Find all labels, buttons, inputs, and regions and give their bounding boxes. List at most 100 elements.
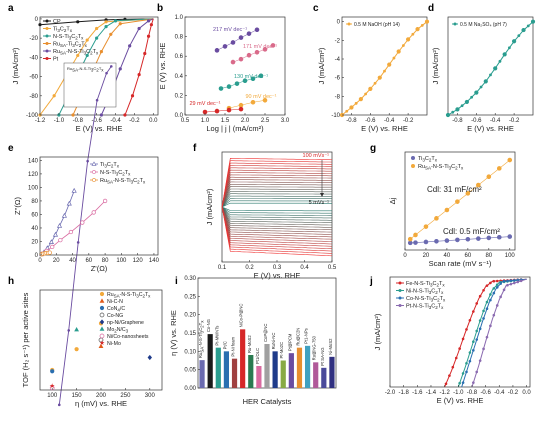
y-tick-label: 0.6 — [175, 54, 184, 60]
x-axis-label: Z'(Ω) — [91, 264, 108, 273]
legend-marker — [99, 291, 105, 297]
x-tick-label: -1.2 — [35, 118, 46, 124]
x-tick-label: 60 — [85, 258, 92, 264]
x-tick-label: -0.6 — [365, 118, 376, 124]
series-point — [468, 359, 472, 363]
x-tick-label: 40 — [444, 253, 451, 259]
series-point — [364, 92, 368, 96]
series-point — [498, 59, 502, 63]
series-point — [485, 335, 489, 339]
legend-label: N-S-Ti3C2Tx — [53, 34, 84, 41]
inset-series-point — [95, 98, 99, 102]
cdl-annotation: Cdl: 0.5 mF/cm² — [443, 227, 500, 236]
series-point — [507, 234, 513, 239]
bar-label: Pt SA-NG — [320, 347, 325, 365]
series-point — [238, 35, 244, 40]
x-tick-label: 100 — [47, 393, 58, 399]
x-tick-label: -1.0 — [453, 390, 464, 396]
series-point — [526, 24, 530, 28]
series-point — [478, 294, 482, 298]
y-axis-label: J (mA/cm²) — [317, 47, 326, 84]
series-point — [250, 99, 256, 105]
series-point — [475, 370, 479, 374]
x-tick-label: -0.8 — [452, 118, 463, 124]
arrow-head — [320, 193, 324, 197]
series-point — [146, 19, 151, 23]
series-point — [234, 81, 240, 86]
bar-label: Ru@NG-750 — [312, 335, 317, 360]
legend-label: Ni/Co-nanosheets — [107, 334, 149, 340]
series-point — [377, 75, 382, 80]
cv-curve-cathodic — [221, 206, 333, 252]
bar-label: RuSA-N-S-Ti3C2Tx — [198, 320, 205, 358]
x-tick-label: 0.4 — [300, 265, 309, 271]
series-point — [413, 240, 418, 245]
y-tick-label: 20 — [31, 239, 38, 245]
series-point — [465, 236, 471, 242]
cv-curve-cathodic — [221, 206, 333, 249]
cv-curve-anodic — [221, 162, 333, 208]
series-point — [451, 110, 455, 114]
legend-label: Ti3C2Tx — [100, 162, 120, 169]
bar-label: Co-NG — [206, 319, 211, 332]
x-tick-label: -0.6 — [91, 118, 102, 124]
bar — [248, 355, 254, 388]
legend-label: np-Ni/Graphene — [107, 320, 144, 326]
series-point — [468, 318, 472, 322]
y-tick-label: 0 — [337, 20, 341, 26]
cv-curve-cathodic — [221, 206, 333, 223]
cv-curve-cathodic — [221, 206, 333, 257]
cv-curve-anodic — [221, 202, 332, 208]
series-point — [407, 236, 413, 242]
series-point — [465, 361, 468, 365]
panel-letter-b: b — [157, 3, 163, 14]
series-point — [226, 84, 232, 89]
series-point — [415, 27, 420, 32]
series-point — [238, 102, 244, 108]
series-point — [502, 52, 507, 57]
legend-marker — [411, 156, 415, 160]
series-point — [444, 238, 450, 243]
x-tick-label: 150 — [72, 393, 83, 399]
series-point — [483, 79, 488, 84]
x-tick-label: -0.2 — [509, 118, 520, 124]
cv-curve-anodic — [221, 176, 332, 208]
series-point — [478, 359, 482, 362]
series-point — [461, 372, 465, 375]
bar — [329, 356, 335, 388]
y-tick-label: -10 — [331, 113, 340, 119]
series-point — [512, 39, 517, 44]
panel-j-frame — [389, 276, 531, 388]
legend-label: Mo2N/C3 — [107, 327, 129, 334]
y-axis-label: TOF (H₂ s⁻¹) per active sites — [21, 292, 30, 387]
bar — [264, 344, 270, 388]
tafel-slope-label: 217 mV dec⁻¹ — [213, 27, 247, 33]
cv-curve-cathodic — [221, 206, 332, 233]
series-point — [495, 279, 499, 283]
bar-label: Pt-Ni foam — [231, 336, 236, 356]
series-point — [448, 374, 451, 377]
y-tick-label: 60 — [31, 212, 38, 218]
x-tick-label: 2.5 — [261, 118, 270, 124]
series-point — [66, 200, 72, 206]
x-axis-label: E (V) vs. RHE — [361, 124, 408, 133]
x-tick-label: -1.6 — [412, 390, 423, 396]
series-point — [146, 34, 151, 38]
x-tick-label: -0.8 — [467, 390, 478, 396]
legend-marker — [91, 161, 97, 166]
legend-marker — [45, 49, 49, 53]
bar-label: CoP@NC — [263, 324, 268, 342]
panel-letter-c: c — [313, 3, 319, 14]
series-point — [230, 59, 236, 65]
bar-label: RuNi-NC — [271, 333, 276, 350]
x-axis-label: E (V) vs. RHE — [76, 124, 123, 133]
series-point — [118, 22, 122, 26]
y-axis-label: J (mA/cm²) — [373, 313, 382, 350]
series-point — [56, 223, 63, 228]
scan-rate-annotation: 100 mVs⁻¹ — [303, 153, 330, 159]
series-point — [506, 283, 509, 287]
y-tick-label: 0.4 — [175, 74, 184, 80]
panel-letter-a: a — [8, 3, 14, 14]
panel-c-frame — [341, 16, 428, 116]
